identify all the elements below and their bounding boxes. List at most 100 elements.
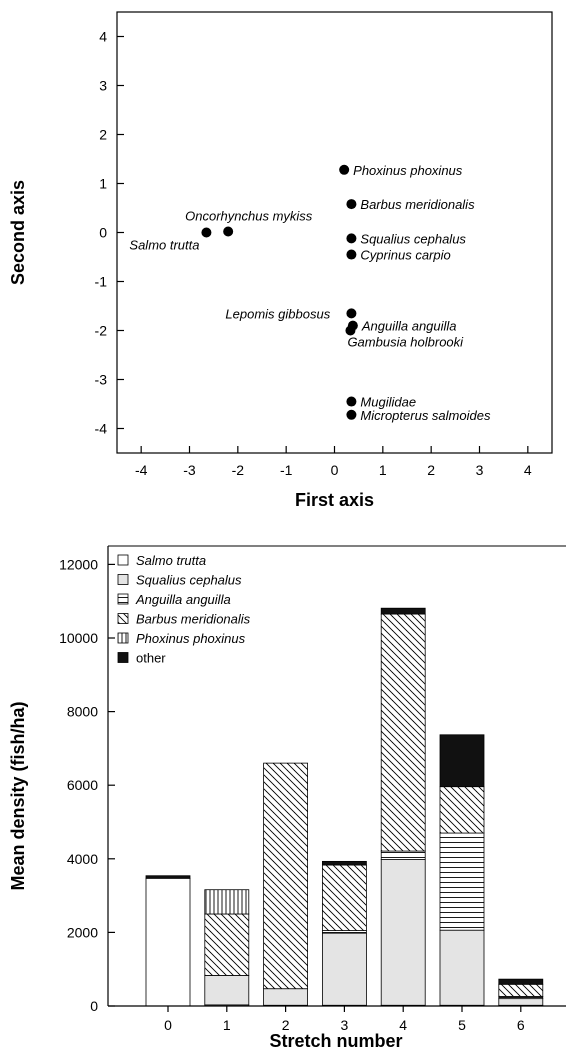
bar-stacks: [145, 607, 544, 1007]
scatter-y-tick-label: -3: [95, 372, 108, 388]
scatter-point: [346, 199, 357, 210]
bar-x-tick-label: 3: [341, 1017, 349, 1033]
bar-x-tick-label: 1: [223, 1017, 231, 1033]
bar-y-tick-label: 8000: [67, 704, 98, 720]
scatter-y-axis-title: Second axis: [8, 180, 28, 285]
bar-segment: [439, 832, 485, 931]
scatter-y-tick-label: -4: [95, 421, 108, 437]
bar-segment: [380, 613, 426, 852]
scatter-point-label: Anguilla anguilla: [361, 319, 457, 334]
scatter-point-label: Lepomis gibbosus: [225, 306, 330, 321]
scatter-point: [346, 249, 357, 260]
bar-segment: [439, 929, 485, 1006]
bar-y-tick-label: 10000: [59, 630, 98, 646]
scatter-x-tick-label: 2: [427, 462, 435, 478]
bar-x-tick-label: 0: [164, 1017, 172, 1033]
scatter-y-tick-label: 1: [99, 176, 107, 192]
legend-swatch: [117, 574, 129, 585]
bar-segment: [263, 988, 309, 1006]
scatter-point-label: Squalius cephalus: [360, 231, 466, 246]
scatter-point-label: Cyprinus carpio: [360, 248, 450, 263]
bar-segment: [204, 975, 250, 1006]
legend-label: Salmo trutta: [136, 553, 206, 568]
scatter-x-tick-label: -1: [280, 462, 293, 478]
scatter-x-axis-title: First axis: [295, 490, 374, 510]
scatter-point-label: Micropterus salmoides: [360, 408, 491, 423]
scatter-point: [201, 227, 212, 238]
bar-y-tick-label: 6000: [67, 777, 98, 793]
scatter-y-tick-label: 4: [99, 29, 107, 45]
bar-y-tick-label: 12000: [59, 556, 98, 572]
bar-y-tick-label: 2000: [67, 924, 98, 940]
scatter-x-tick-label: 4: [524, 462, 532, 478]
legend-label: other: [136, 651, 166, 666]
bar-segment: [263, 762, 309, 990]
scatter-x-tick-label: -4: [135, 462, 148, 478]
bar-x-axis-title: Stretch number: [269, 1031, 402, 1051]
bar-x-tick-label: 2: [282, 1017, 290, 1033]
bar-x-tick-label: 4: [399, 1017, 407, 1033]
bar-segment: [439, 734, 485, 788]
bar-segment: [498, 978, 544, 985]
scatter-plot-frame: [116, 11, 553, 454]
scatter-point: [339, 164, 350, 175]
bar-segment: [380, 850, 426, 860]
bar-x-tick-label: 5: [458, 1017, 466, 1033]
scatter-point: [345, 325, 356, 336]
legend-label: Phoxinus phoxinus: [136, 631, 246, 646]
scatter-x-tick-label: -2: [232, 462, 245, 478]
bar-segment: [439, 786, 485, 834]
scatter-y-axis: 4 3 2 1 0 -1 -2 -3 -4: [95, 29, 124, 437]
scatter-point: [346, 396, 357, 407]
scatter-y-tick-label: 2: [99, 127, 107, 143]
scatter-y-tick-label: -2: [95, 323, 108, 339]
scatter-x-axis: -4 -3 -2 -1 0 1 2 3 4: [135, 446, 532, 478]
scatter-x-tick-label: 3: [476, 462, 484, 478]
bar-segment: [380, 859, 426, 1006]
legend-label: Squalius cephalus: [136, 573, 242, 588]
bar-y-tick-label: 4000: [67, 851, 98, 867]
legend-swatch: [117, 593, 129, 605]
scatter-point-label: Mugilidae: [360, 395, 416, 410]
legend-swatch: [117, 613, 129, 624]
scatter-point: [346, 409, 357, 420]
bar-x-tick-label: 6: [517, 1017, 525, 1033]
scatter-point-label: Barbus meridionalis: [360, 197, 475, 212]
scatter-points: Phoxinus phoxinus Barbus meridionalis Onco…: [129, 163, 491, 423]
bar-segment: [321, 864, 367, 931]
legend-label: Anguilla anguilla: [135, 592, 231, 607]
ordination-scatter-plot: -4 -3 -2 -1 0 1 2 3 4 4 3 2 1 0 -1 -2 -3 -4 Phoxinus pho…: [8, 11, 553, 510]
legend-swatch: [117, 632, 129, 644]
bar-y-tick-label: 0: [90, 998, 98, 1014]
density-stacked-bar-chart: 12000 10000 8000 6000 4000 2000 0 0 1 2 3 4 5 6 Salm…: [8, 545, 566, 1051]
scatter-y-tick-label: 3: [99, 78, 107, 94]
bar-segment: [321, 932, 367, 1006]
bar-y-axis-title: Mean density (fish/ha): [8, 701, 28, 890]
bar-segment: [498, 983, 544, 997]
scatter-point-label: Gambusia holbrooki: [347, 335, 464, 350]
bar-legend: Salmo trutta Squalius cephalus Anguilla an…: [117, 553, 251, 666]
bar-segment: [380, 607, 426, 615]
scatter-point: [346, 308, 357, 319]
scatter-point-label: Salmo trutta: [129, 238, 199, 253]
scatter-x-tick-label: -3: [183, 462, 196, 478]
scatter-x-tick-label: 1: [379, 462, 387, 478]
scatter-y-tick-label: -1: [95, 274, 108, 290]
scatter-point-label: Oncorhynchus mykiss: [185, 209, 313, 224]
bar-segment: [204, 913, 250, 976]
legend-swatch: [117, 652, 129, 663]
bar-segment: [145, 875, 191, 879]
legend-label: Barbus meridionalis: [136, 612, 251, 627]
scatter-y-tick-label: 0: [99, 225, 107, 241]
bar-y-axis: 12000 10000 8000 6000 4000 2000 0: [59, 556, 115, 1014]
scatter-point-label: Phoxinus phoxinus: [353, 163, 463, 178]
bar-segment: [145, 877, 191, 1007]
bar-segment: [321, 860, 367, 866]
scatter-point: [223, 226, 234, 237]
scatter-point: [346, 233, 357, 244]
bar-segment: [204, 889, 250, 915]
bar-segment: [498, 998, 544, 1006]
legend-swatch: [117, 554, 129, 566]
